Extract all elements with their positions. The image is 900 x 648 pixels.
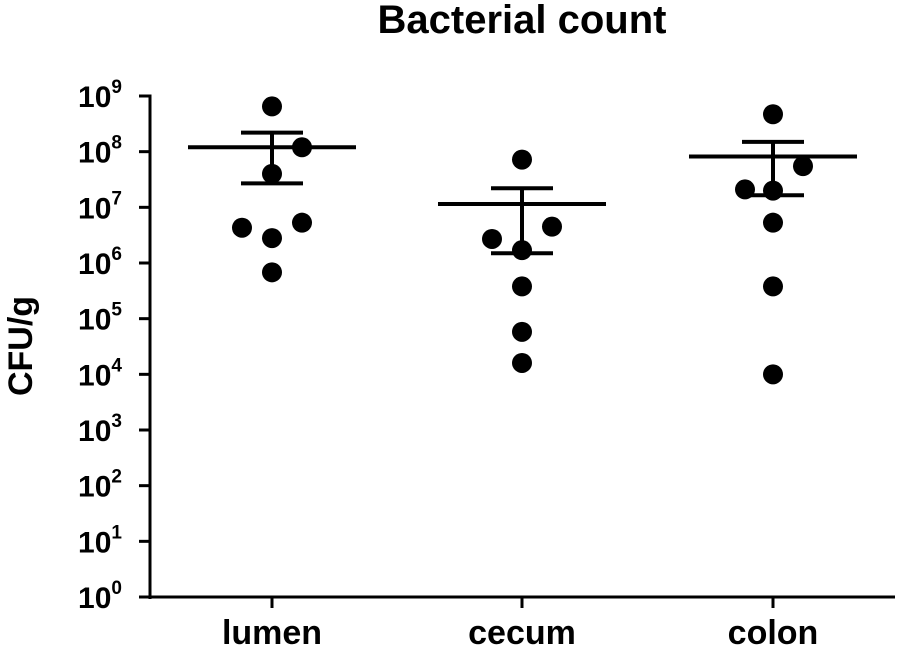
data-point-lumen (292, 212, 312, 233)
data-point-colon (763, 212, 783, 233)
y-tick-exponent: 4 (111, 355, 122, 376)
data-point-cecum (512, 352, 532, 373)
data-point-cecum (512, 240, 532, 261)
y-tick-exponent: 0 (111, 578, 122, 599)
y-tick-label: 103 (78, 411, 122, 448)
y-tick-label: 102 (78, 467, 122, 504)
data-point-cecum (512, 321, 532, 342)
y-tick-label: 100 (78, 578, 122, 615)
data-point-lumen (262, 163, 282, 184)
data-points (232, 96, 813, 385)
x-axis-ticks: lumen cecum colon (222, 597, 818, 648)
y-tick-exponent: 2 (111, 467, 122, 488)
y-tick-exponent: 7 (111, 188, 122, 209)
y-tick-label: 104 (78, 355, 122, 392)
x-category-label-colon: colon (728, 614, 819, 648)
y-tick-base: 10 (78, 582, 111, 615)
data-point-colon (763, 276, 783, 297)
x-category-label-cecum: cecum (468, 614, 576, 648)
y-tick-base: 10 (78, 359, 111, 392)
data-point-colon (763, 104, 783, 125)
y-tick-base: 10 (78, 248, 111, 281)
x-category-label-lumen: lumen (222, 614, 322, 648)
data-point-lumen (262, 262, 282, 283)
data-point-colon (763, 364, 783, 385)
data-point-colon (735, 179, 755, 200)
data-point-lumen (262, 228, 282, 249)
data-point-cecum (482, 228, 502, 249)
data-point-lumen (262, 96, 282, 117)
y-tick-exponent: 5 (111, 300, 122, 321)
y-tick-base: 10 (78, 81, 111, 114)
y-tick-exponent: 1 (111, 522, 122, 543)
y-tick-label: 101 (78, 522, 122, 559)
y-tick-base: 10 (78, 471, 111, 504)
y-tick-exponent: 3 (111, 411, 122, 432)
data-point-cecum (542, 216, 562, 237)
y-tick-label: 106 (78, 244, 122, 281)
y-tick-base: 10 (78, 192, 111, 225)
y-tick-exponent: 6 (111, 244, 122, 265)
data-point-cecum (512, 276, 532, 297)
axes (148, 94, 895, 599)
y-tick-base: 10 (78, 415, 111, 448)
y-tick-base: 10 (78, 526, 111, 559)
y-tick-base: 10 (78, 137, 111, 170)
data-point-colon (763, 180, 783, 201)
y-tick-exponent: 9 (111, 77, 122, 98)
y-tick-exponent: 8 (111, 133, 122, 154)
data-point-lumen (292, 137, 312, 158)
y-tick-label: 108 (78, 133, 122, 170)
data-point-lumen (232, 217, 252, 238)
y-axis-label: CFU/g (2, 296, 40, 396)
data-point-cecum (512, 149, 532, 170)
y-tick-base: 10 (78, 304, 111, 337)
y-tick-label: 109 (78, 77, 122, 114)
y-tick-label: 105 (78, 300, 122, 337)
chart-title: Bacterial count (378, 0, 667, 42)
data-point-colon (793, 156, 813, 177)
y-tick-label: 107 (78, 188, 122, 225)
